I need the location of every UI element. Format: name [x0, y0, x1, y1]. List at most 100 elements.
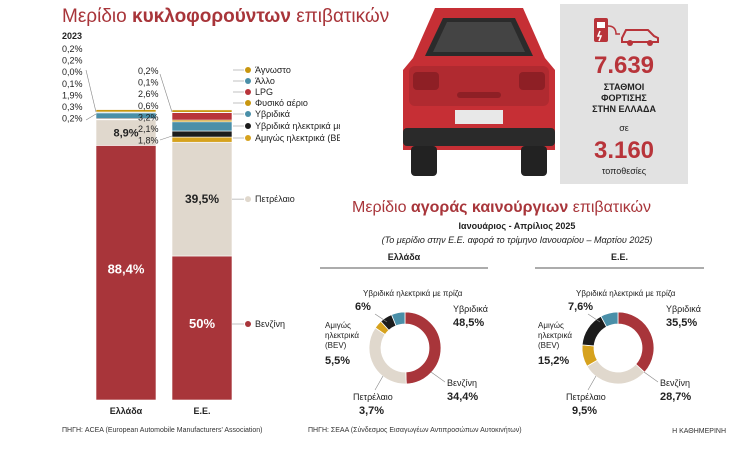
donut-label-name: Πετρέλαιο: [566, 392, 606, 402]
legend-label: Βενζίνη: [255, 319, 285, 329]
donut-label-name: ηλεκτρικά: [325, 331, 359, 340]
bar-category-label: Ελλάδα: [110, 406, 143, 416]
legend-dot: [245, 111, 251, 117]
donut-label-value: 7,6%: [568, 301, 593, 313]
chart-title-new-cars: Μερίδιο αγοράς καινούργιων επιβατικών: [352, 199, 652, 216]
bar-segment: [171, 112, 233, 121]
donut-title: Ε.Ε.: [611, 252, 628, 262]
bar-segment: [171, 141, 233, 257]
leader-line: [85, 69, 97, 113]
bar-small-label-eu: 2,1%: [138, 124, 159, 134]
donut-label-name: Βενζίνη: [447, 378, 477, 388]
bar-small-label-eu: 0,6%: [138, 101, 159, 111]
donut-slice: [390, 311, 406, 327]
donut-label-name: Υβριδικά: [666, 304, 701, 314]
stat-connector: σε: [619, 123, 629, 133]
legend-dot: [245, 135, 251, 141]
source-note-right: ΠΗΓΗ: ΣΕΑΑ (Σύνδεσμος Εισαγωγέων Αντιπρο…: [308, 427, 522, 434]
legend-dot: [245, 100, 251, 106]
donut-label-name: Υβριδικά ηλεκτρικά με πρίζα: [363, 289, 463, 298]
bar-small-label-greece: 0,2%: [62, 44, 83, 54]
donut-slice: [368, 327, 407, 385]
legend-dot: [245, 67, 251, 73]
bar-small-label-greece: 0,2%: [62, 114, 83, 124]
donut-label-value: 9,5%: [572, 405, 597, 417]
charging-stations-label: ΣΤΑΘΜΟΙ ΦΟΡΤΙΣΗΣ ΣΤΗΝ ΕΛΛΑΔΑ: [592, 82, 656, 114]
donut-leader: [587, 313, 601, 323]
year-label: 2023: [62, 31, 83, 41]
locations-label: τοποθεσίες: [601, 166, 647, 176]
period-label: Ιανουάριος - Απρίλιος 2025: [458, 221, 576, 231]
bar-segment: [171, 109, 233, 113]
bar-segment: [171, 136, 233, 143]
legend-label: Άγνωστο: [255, 65, 291, 75]
legend-label: Αμιγώς ηλεκτρικά (BEV): [255, 133, 340, 143]
donut-label-value: 15,2%: [538, 355, 569, 367]
legend-dot: [245, 123, 251, 129]
bar-small-label-greece: 0,0%: [62, 67, 83, 77]
legend-label: Υβριδικά: [255, 109, 290, 119]
leader-line: [159, 73, 173, 113]
donut-label-name: Υβριδικά: [453, 304, 488, 314]
car-illustration: [403, 8, 555, 176]
chart-title-circulating: Μερίδιο κυκλοφορούντων επιβατικών: [62, 6, 390, 27]
bar-value-label: 88,4%: [108, 261, 145, 276]
bar-segment: [171, 255, 233, 401]
donut-label-name: Αμιγώς: [538, 321, 564, 330]
donut-label-name: ηλεκτρικά: [538, 331, 572, 340]
bar-value-label: 8,9%: [113, 128, 138, 140]
donut-leader: [430, 371, 446, 383]
bar-segment: [171, 130, 233, 138]
legend-dot: [245, 321, 251, 327]
donut-title: Ελλάδα: [388, 252, 421, 262]
legend-label: LPG: [255, 87, 273, 97]
bar-category-label: Ε.Ε.: [193, 406, 210, 416]
legend-label: Φυσικό αέριο: [255, 98, 308, 108]
donut-label-value: 5,5%: [325, 355, 350, 367]
donut-label-name: (BEV): [325, 341, 347, 350]
bar-small-label-eu: 0,2%: [138, 66, 159, 76]
bar-small-label-eu: 3,2%: [138, 112, 159, 122]
leader-line: [85, 113, 97, 121]
donut-leader: [587, 375, 597, 391]
legend-dot: [245, 78, 251, 84]
leader-line: [159, 135, 173, 141]
eu-period-note: (Το μερίδιο στην Ε.Ε. αφορά το τρίμηνο Ι…: [381, 235, 653, 245]
bar-value-label: 50%: [189, 316, 215, 331]
publisher-credit: Η ΚΑΘΗΜΕΡΙΝΗ: [672, 428, 726, 435]
donut-label-value: 6%: [355, 301, 371, 313]
legend-label: Άλλο: [255, 76, 275, 86]
bar-small-label-eu: 2,6%: [138, 89, 159, 99]
donut-leader: [374, 375, 384, 391]
donut-label-name: Υβριδικά ηλεκτρικά με πρίζα: [576, 289, 676, 298]
donut-label-name: (BEV): [538, 341, 560, 350]
bar-small-label-greece: 0,1%: [62, 79, 83, 89]
charging-station-icon: [594, 18, 659, 46]
donut-slice: [617, 311, 655, 373]
bar-small-label-eu: 0,1%: [138, 78, 159, 88]
bar-value-label: 39,5%: [185, 192, 219, 206]
donut-charts: Ελλάδα Υβριδικά 48,5% Βενζίνη 34,4% Πετρέλαιο…: [320, 252, 704, 417]
bar-small-label-greece: 0,2%: [62, 56, 83, 66]
locations-count: 3.160: [593, 137, 655, 164]
legend-label: Πετρέλαιο: [255, 194, 295, 204]
donut-slice: [600, 311, 619, 328]
donut-label-name: Αμιγώς: [325, 321, 351, 330]
legend-dot: [245, 89, 251, 95]
donut-label-value: 48,5%: [453, 317, 484, 329]
donut-label-value: 3,7%: [359, 405, 384, 417]
bar-small-label-eu: 1,8%: [138, 136, 159, 146]
charging-stations-count: 7.639: [593, 52, 655, 79]
bar-small-label-greece: 1,9%: [62, 90, 83, 100]
stacked-bar-chart: Ελλάδα Ε.Ε.88,4%8,9%50%39,5%0,2%0,2%0,2%0…: [62, 44, 340, 416]
donut-label-value: 34,4%: [447, 391, 478, 403]
legend-dot: [245, 196, 251, 203]
bar-segment: [95, 145, 157, 401]
bar-segment: [171, 121, 233, 132]
donut-slice: [404, 311, 442, 385]
donut-leader: [374, 313, 388, 323]
donut-label-value: 35,5%: [666, 317, 697, 329]
donut-label-name: Βενζίνη: [660, 378, 690, 388]
legend-label: Υβριδικά ηλεκτρικά με πρίζα: [255, 121, 340, 131]
source-note-left: ΠΗΓΗ: ACEA (European Automobile Manufact…: [62, 427, 263, 434]
